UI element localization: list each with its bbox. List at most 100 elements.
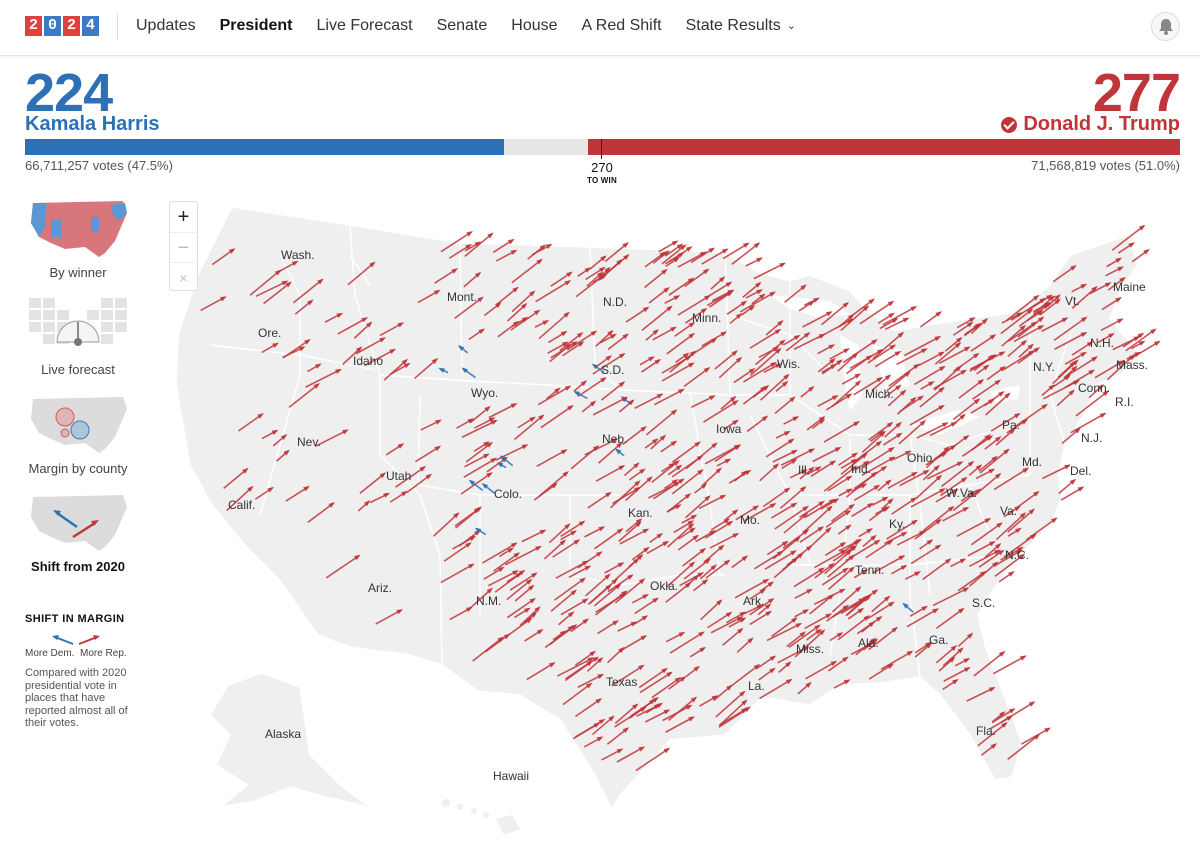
rep-shift-arrowhead — [571, 341, 578, 347]
rep-shift-arrowhead — [904, 450, 912, 456]
rep-shift-arrowhead — [1044, 302, 1052, 308]
nav-link-red-shift[interactable]: A Red Shift — [581, 17, 662, 34]
rep-shift-arrowhead — [281, 280, 289, 286]
nav-link-president[interactable]: President — [219, 17, 293, 34]
rep-shift-arrow — [677, 295, 710, 316]
rep-shift-arrowhead — [994, 379, 1002, 386]
rep-shift-arrowhead — [801, 512, 809, 519]
election-2024-logo[interactable]: 2 0 2 4 — [25, 16, 99, 36]
state-label: Ky. — [889, 517, 905, 531]
rep-shift-arrowhead — [794, 536, 801, 543]
rep-shift-arrow — [743, 503, 776, 522]
rep-shift-arrowhead — [431, 357, 439, 364]
rep-shift-arrowhead — [689, 527, 696, 534]
zoom-in-button[interactable]: + — [177, 206, 190, 228]
nav-link-state-results[interactable]: State Results ⌄ — [686, 17, 796, 35]
rep-shift-arrow — [226, 486, 253, 512]
rep-shift-arrowhead — [975, 464, 983, 471]
state-label: S.D. — [601, 363, 624, 377]
rep-shift-arrow — [562, 683, 592, 706]
rep-shift-arrow — [1006, 295, 1039, 322]
rep-shift-arrowhead — [800, 284, 807, 291]
rep-shift-arrowhead — [565, 343, 572, 350]
rep-shift-arrowhead — [616, 442, 623, 449]
rep-shift-arrow — [661, 355, 691, 374]
rep-shift-arrowhead — [487, 232, 494, 239]
rep-shift-arrowhead — [621, 590, 628, 597]
top-navigation: 2 0 2 4 Updates President Live Forecast … — [0, 0, 1200, 56]
rep-shift-arrow — [734, 579, 769, 599]
rep-shift-arrowhead — [561, 341, 569, 347]
rep-shift-arrowhead — [685, 355, 692, 361]
rep-shift-arrowhead — [774, 328, 782, 335]
option-by-winner[interactable]: By winner — [25, 197, 131, 280]
rep-shift-arrowhead — [818, 500, 825, 507]
rep-shift-arrow — [880, 650, 913, 670]
rep-shift-arrowhead — [637, 554, 644, 561]
rep-shift-arrow — [934, 342, 961, 365]
rep-shift-arrowhead — [670, 409, 678, 416]
rep-shift-arrow — [888, 364, 919, 387]
rep-shift-arrow — [785, 332, 810, 352]
rep-shift-arrowhead — [863, 596, 870, 602]
nav-link-senate[interactable]: Senate — [436, 17, 488, 34]
rep-shift-arrow — [766, 623, 801, 642]
rep-shift-arrowhead — [825, 613, 833, 619]
rep-shift-arrow — [953, 353, 979, 373]
rep-shift-arrow — [773, 553, 803, 579]
rep-shift-arrowhead — [317, 278, 324, 285]
rep-shift-arrow — [1025, 517, 1057, 541]
nav-link-live-forecast[interactable]: Live Forecast — [316, 17, 413, 34]
option-live-forecast[interactable]: Live forecast — [25, 294, 131, 377]
rep-shift-arrow — [665, 582, 691, 603]
state-label: Ohio — [907, 451, 933, 465]
rep-shift-arrowhead — [595, 551, 603, 557]
rep-shift-arrowhead — [1033, 490, 1040, 497]
by-winner-thumbnail — [25, 197, 131, 261]
rep-shift-arrowhead — [1033, 347, 1041, 353]
rep-shift-arrow — [359, 472, 386, 495]
rep-shift-arrowhead — [753, 242, 761, 249]
rep-shift-arrow — [1001, 325, 1026, 347]
bell-icon[interactable] — [1151, 12, 1180, 41]
option-margin-by-county[interactable]: Margin by county — [25, 393, 131, 476]
nav-link-updates[interactable]: Updates — [136, 17, 196, 34]
reset-zoom-button[interactable]: × — [170, 262, 197, 292]
rep-shift-arrowhead — [687, 277, 695, 284]
rep-shift-arrow — [638, 668, 667, 689]
rep-shift-arrowhead — [638, 746, 646, 752]
rep-shift-arrowhead — [467, 563, 475, 569]
rep-shift-arrow — [862, 447, 894, 468]
rep-shift-arrow — [443, 542, 471, 562]
rep-shift-arrowhead — [563, 311, 570, 318]
rep-shift-arrowhead — [973, 324, 980, 330]
rep-shift-arrowhead — [862, 460, 870, 467]
rep-shift-arrow — [932, 587, 969, 607]
rep-shift-arrowhead — [895, 432, 903, 439]
rep-shift-arrowhead — [735, 356, 743, 363]
rep-shift-arrowhead — [855, 586, 862, 593]
rep-shift-arrow — [859, 301, 894, 325]
rep-shift-arrow — [604, 242, 628, 263]
rep-shift-arrowhead — [666, 671, 673, 678]
rep-shift-arrow — [840, 453, 867, 476]
rep-shift-arrow — [780, 448, 814, 466]
rep-shift-arrow — [816, 318, 853, 339]
zoom-out-button[interactable]: − — [170, 232, 197, 262]
rep-shift-arrow — [1070, 413, 1106, 434]
rep-shift-arrowhead — [939, 488, 946, 494]
rep-shift-arrowhead — [676, 243, 684, 250]
shift-map[interactable]: Wash. Mont. N.D. Minn. Vt. Maine Ore. Id… — [150, 195, 1190, 835]
rep-shift-arrowhead — [739, 690, 746, 697]
rep-shift-arrowhead — [503, 633, 511, 640]
rep-shift-arrowhead — [618, 381, 626, 388]
rep-shift-arrow — [698, 494, 725, 510]
rep-shift-arrowhead — [847, 313, 855, 320]
rep-shift-arrowhead — [611, 578, 618, 585]
rep-shift-arrowhead — [600, 273, 608, 280]
rep-shift-arrow — [651, 460, 679, 484]
nav-link-house[interactable]: House — [511, 17, 558, 34]
option-shift-from-2020[interactable]: Shift from 2020 — [25, 491, 131, 574]
rep-shift-arrowhead — [1073, 380, 1080, 386]
rep-shift-arrowhead — [986, 435, 994, 441]
